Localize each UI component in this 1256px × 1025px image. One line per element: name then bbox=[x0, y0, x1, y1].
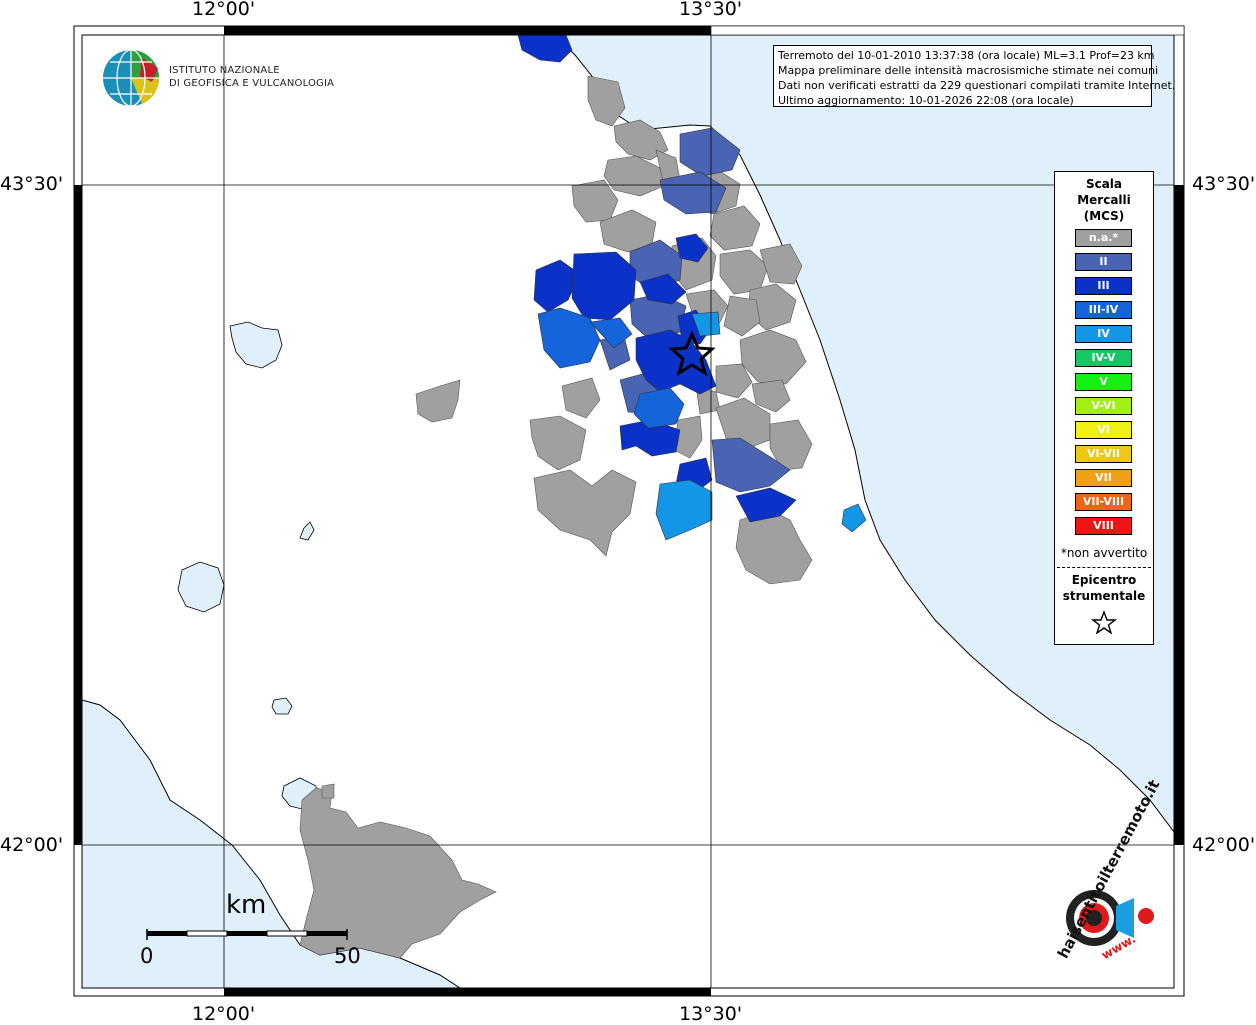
legend-epicenter-label: Epicentro strumentale bbox=[1055, 572, 1153, 604]
lake-trasimeno bbox=[229, 321, 283, 369]
municipalities-na bbox=[299, 75, 813, 959]
legend-item: VII-VIII bbox=[1075, 493, 1132, 511]
info-line-1: Terremoto del 10-01-2010 13:37:38 (ora l… bbox=[778, 49, 1155, 62]
ingv-line2: DI GEOFISICA E VULCANOLOGIA bbox=[169, 78, 335, 89]
legend-item: V bbox=[1075, 373, 1132, 391]
info-line-3: Dati non verificati estratti da 229 ques… bbox=[778, 79, 1176, 92]
ingv-logo-text: ISTITUTO NAZIONALE DI GEOFISICA E VULCAN… bbox=[169, 64, 334, 90]
lon-label-top-right: 13°30' bbox=[679, 0, 743, 20]
lat-label-left-bottom: 42°00' bbox=[0, 834, 64, 856]
legend-title-line2: Mercalli bbox=[1077, 193, 1131, 207]
legend-item: III-IV bbox=[1075, 301, 1132, 319]
legend-item: V-VI bbox=[1075, 397, 1132, 415]
lon-label-bottom-right: 13°30' bbox=[679, 1003, 743, 1025]
star-icon bbox=[1091, 610, 1117, 634]
epicenter-star-icon bbox=[668, 330, 716, 377]
legend-item: IV bbox=[1075, 325, 1132, 343]
lon-label-top-left: 12°00' bbox=[192, 0, 256, 20]
legend-item: IV-V bbox=[1075, 349, 1132, 367]
lake-bolsena bbox=[177, 561, 225, 613]
info-line-2: Mappa preliminare delle intensità macros… bbox=[778, 64, 1159, 77]
lat-label-right-top: 43°30' bbox=[1192, 173, 1256, 195]
legend-item: VIII bbox=[1075, 517, 1132, 535]
legend-item: VI-VII bbox=[1075, 445, 1132, 463]
lake-small bbox=[299, 521, 315, 541]
lat-label-right-bottom: 42°00' bbox=[1192, 834, 1256, 856]
info-line-4: Ultimo aggiornamento: 10-01-2026 22:08 (… bbox=[778, 94, 1074, 107]
legend-item: II bbox=[1075, 253, 1132, 271]
municipalities-II bbox=[599, 127, 791, 493]
legend-item: III bbox=[1075, 277, 1132, 295]
scale-end: 50 bbox=[334, 944, 361, 968]
lon-label-bottom-left: 12°00' bbox=[192, 1003, 256, 1025]
graticule bbox=[82, 35, 1174, 988]
ingv-globe-icon bbox=[103, 49, 160, 107]
municipalities-III-IV bbox=[537, 307, 685, 429]
scale-start: 0 bbox=[140, 944, 154, 968]
lake-vico bbox=[271, 697, 293, 715]
municipalities-IV bbox=[655, 311, 867, 541]
legend-item: VII bbox=[1075, 469, 1132, 487]
legend-epicenter-line2: strumentale bbox=[1062, 589, 1146, 603]
legend-divider bbox=[1057, 567, 1151, 568]
earthquake-info-box: Terremoto del 10-01-2010 13:37:38 (ora l… bbox=[773, 45, 1176, 107]
lat-label-left-top: 43°30' bbox=[0, 173, 64, 195]
legend-title: Scala Mercalli (MCS) bbox=[1055, 176, 1153, 224]
haisentito-logo-icon bbox=[1066, 890, 1154, 946]
municipalities-III bbox=[517, 34, 797, 523]
legend-title-line3: (MCS) bbox=[1083, 209, 1125, 223]
scale-bar bbox=[146, 929, 348, 940]
legend-item: n.a.* bbox=[1075, 229, 1132, 247]
legend-item: VI bbox=[1075, 421, 1132, 439]
legend-note: *non avvertito bbox=[1060, 546, 1148, 560]
mcs-legend: Scala Mercalli (MCS) n.a.* II III III-IV IV I… bbox=[1054, 171, 1154, 645]
ingv-line1: ISTITUTO NAZIONALE bbox=[169, 65, 280, 76]
map-frame bbox=[73, 25, 1185, 997]
legend-title-line1: Scala bbox=[1085, 177, 1123, 191]
legend-epicenter-line1: Epicentro bbox=[1071, 573, 1137, 587]
scale-unit: km bbox=[226, 890, 267, 920]
